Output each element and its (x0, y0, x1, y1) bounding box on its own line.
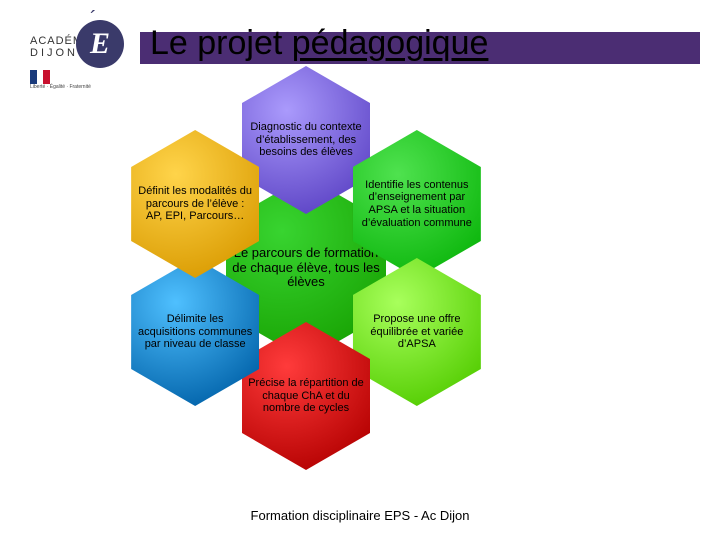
hex-top-left-label: Définit les modalités du parcours de l’é… (131, 185, 259, 223)
french-flag-icon (30, 70, 50, 84)
hex-top-right-label: Identifie les contenus d’enseignement pa… (353, 179, 481, 230)
hex-bottom-label: Précise la répartition de chaque ChA et … (242, 377, 370, 415)
logo-badge: E (76, 20, 124, 68)
page-title: Le projet pédagogique (150, 24, 710, 63)
ministry-motto: Liberté · Égalité · Fraternité (30, 84, 91, 90)
hex-bottom-left-label: Délimite les acquisitions communes par n… (131, 313, 259, 351)
hex-top: Diagnostic du contexte d’établissement, … (242, 66, 370, 214)
footer-caption: Formation disciplinaire EPS - Ac Dijon (0, 508, 720, 523)
hex-top-label: Diagnostic du contexte d’établissement, … (242, 121, 370, 159)
hex-center-label: Le parcours de formation de chaque élève… (226, 246, 386, 291)
hex-bottom-right-label: Propose une offre équilibrée et variée d… (353, 313, 481, 351)
slide: { "header": { "title_main": "Le projet "… (0, 0, 720, 540)
hex-bottom: Précise la répartition de chaque ChA et … (242, 322, 370, 470)
